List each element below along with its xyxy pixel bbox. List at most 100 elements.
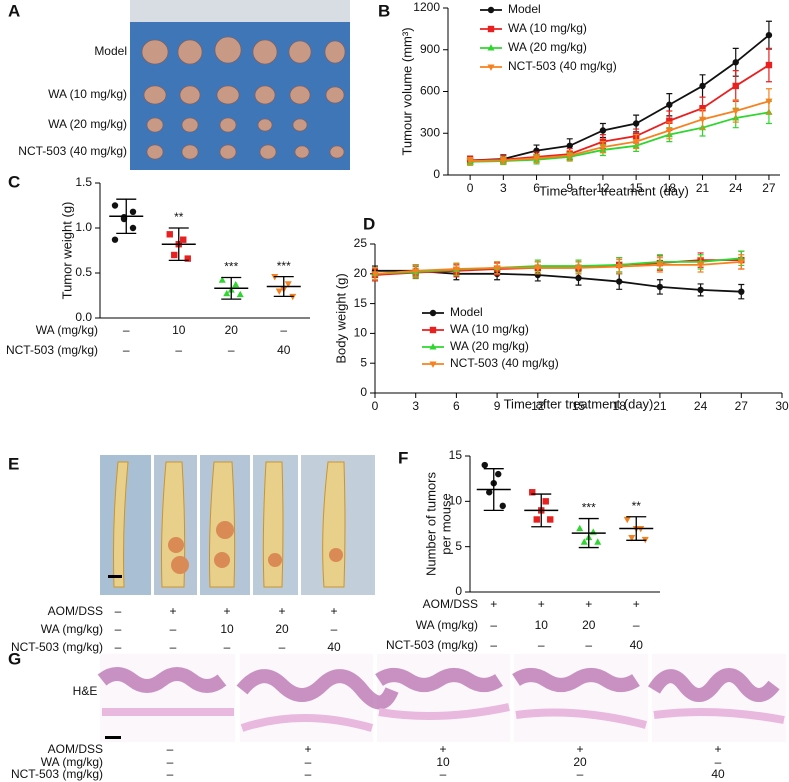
condition-cell: +: [330, 604, 337, 618]
series-line: [470, 64, 770, 162]
point: [765, 31, 773, 39]
condition-cell: –: [123, 343, 130, 357]
condition-label: WA (mg/kg): [416, 618, 478, 632]
condition-cell: 40: [277, 343, 291, 357]
x-tick-label: 0: [372, 399, 379, 413]
x-tick-label: 21: [653, 399, 667, 413]
legend-marker: [429, 309, 437, 317]
y-tick-label: 300: [420, 125, 440, 139]
condition-cell: 40: [327, 640, 341, 654]
condition-label: NCT-503 (mg/kg): [11, 640, 103, 654]
y-axis-label: Tumour volume (mm³): [399, 27, 414, 155]
condition-cell: –: [585, 638, 592, 652]
condition-cell: –: [115, 622, 122, 636]
condition-cell: –: [279, 640, 286, 654]
condition-cell: –: [115, 640, 122, 654]
y-axis-label: Number of tumors: [423, 471, 438, 576]
y-tick-label: 0.0: [75, 310, 92, 324]
condition-cell: –: [123, 323, 130, 337]
panel-label: C: [8, 172, 20, 191]
point: [665, 127, 673, 135]
point: [547, 516, 554, 523]
point: [533, 155, 541, 163]
y-tick-label: 5: [455, 539, 462, 553]
point: [566, 142, 573, 149]
condition-label: WA (mg/kg): [36, 323, 98, 337]
point: [732, 59, 739, 66]
condition-cell: –: [228, 343, 235, 357]
point: [129, 208, 137, 215]
point: [575, 274, 582, 282]
point: [529, 489, 536, 496]
condition-cell: –: [224, 640, 231, 654]
point: [656, 262, 664, 269]
x-tick-label: 12: [531, 399, 545, 413]
point: [699, 82, 706, 90]
point: [534, 265, 542, 272]
condition-cell: +: [223, 604, 230, 618]
legend-marker: [487, 6, 495, 14]
point: [466, 158, 474, 165]
condition-cell: +: [169, 604, 176, 618]
condition-cell: +: [633, 597, 640, 611]
condition-label: WA (mg/kg): [41, 755, 103, 769]
condition-cell: 20: [582, 618, 596, 632]
x-tick-label: 24: [729, 181, 743, 195]
point: [371, 271, 379, 278]
point: [632, 139, 640, 146]
point: [666, 117, 673, 124]
panel-label: D: [363, 214, 375, 233]
point: [737, 259, 745, 266]
point: [533, 516, 540, 523]
condition-cell: –: [167, 755, 174, 769]
legend-label: WA (10 mg/kg): [450, 322, 529, 336]
condition-cell: –: [577, 767, 584, 781]
point: [481, 461, 488, 469]
point: [599, 127, 607, 134]
sd-bar: [221, 276, 242, 300]
legend-label: WA (20 mg/kg): [450, 339, 529, 353]
condition-cell: +: [439, 742, 446, 756]
sd-bar: [626, 516, 647, 541]
condition-cell: –: [170, 622, 177, 636]
point: [180, 236, 187, 243]
sd-bar: [273, 275, 294, 298]
point: [765, 61, 773, 69]
x-tick-label: 12: [596, 181, 610, 195]
point: [656, 283, 664, 291]
sd-bar: [116, 198, 137, 235]
condition-cell: –: [715, 755, 722, 769]
legend-label: WA (20 mg/kg): [508, 40, 587, 54]
condition-cell: –: [440, 767, 447, 781]
y-tick-label: 10: [449, 494, 463, 508]
point: [594, 538, 602, 545]
condition-cell: –: [538, 638, 545, 652]
point: [599, 144, 607, 152]
y-tick-label: 15: [449, 448, 463, 462]
sd-bar: [483, 468, 504, 512]
y-tick-label: 1.0: [75, 220, 92, 234]
condition-cell: +: [278, 604, 285, 618]
condition-cell: +: [490, 597, 497, 611]
condition-cell: –: [490, 638, 497, 652]
x-tick-label: 6: [453, 399, 460, 413]
condition-cell: –: [167, 767, 174, 781]
x-axis-label: Time after treatment (day): [504, 396, 654, 411]
x-tick-label: 0: [467, 181, 474, 195]
x-tick-label: 15: [572, 399, 586, 413]
legend-marker: [487, 64, 495, 71]
y-tick-label: 0: [360, 385, 367, 399]
y-tick-label: 5: [360, 355, 367, 369]
colon-photos: [100, 455, 375, 595]
row-label: NCT-503 (40 mg/kg): [18, 144, 127, 158]
point: [111, 236, 119, 243]
legend-marker: [487, 25, 495, 33]
legend-label: Model: [450, 305, 483, 319]
point: [615, 264, 623, 271]
legend-marker: [429, 343, 437, 350]
row-label: WA (20 mg/kg): [48, 117, 127, 131]
significance: **: [632, 499, 642, 513]
row-label: WA (10 mg/kg): [48, 87, 127, 101]
point: [111, 202, 119, 209]
